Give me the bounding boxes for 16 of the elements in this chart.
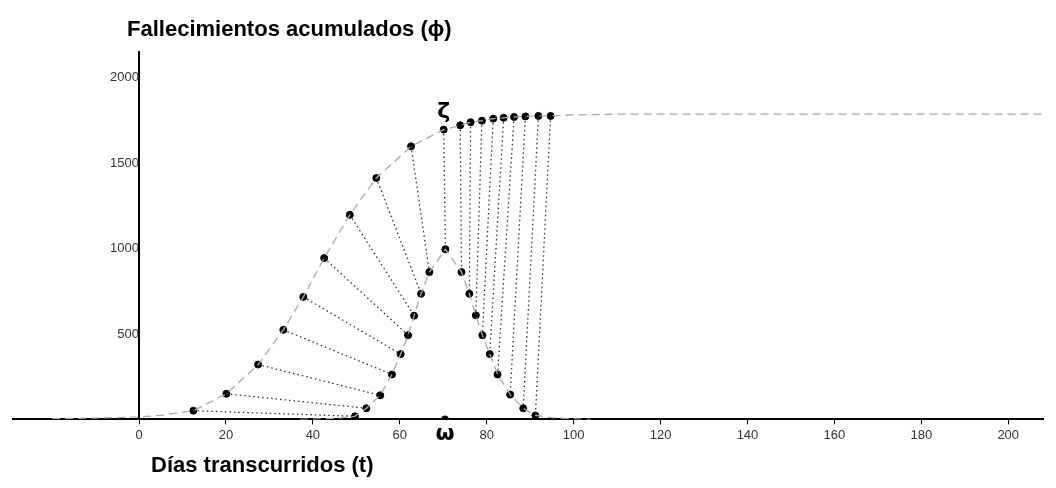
- x-tick-label: 100: [562, 426, 585, 442]
- x-tick-label: 200: [997, 426, 1020, 442]
- x-tick-label: 60: [392, 426, 408, 442]
- x-tick-label: 120: [649, 426, 672, 442]
- y-axis-title: Fallecimientos acumulados (ϕ): [127, 16, 452, 41]
- x-tick-label: 0: [135, 426, 143, 442]
- x-tick-label: 160: [823, 426, 846, 442]
- x-tick-label: 40: [305, 426, 321, 442]
- x-axis-title: Días transcurridos (t): [151, 452, 374, 477]
- annotation: ζ: [437, 98, 451, 124]
- point: [376, 391, 385, 400]
- x-tick-label: 140: [736, 426, 759, 442]
- x-tick-label: 180: [910, 426, 933, 442]
- x-tick-label: 80: [479, 426, 494, 442]
- annotation: ω: [435, 420, 455, 446]
- x-tick-label: 20: [218, 426, 234, 442]
